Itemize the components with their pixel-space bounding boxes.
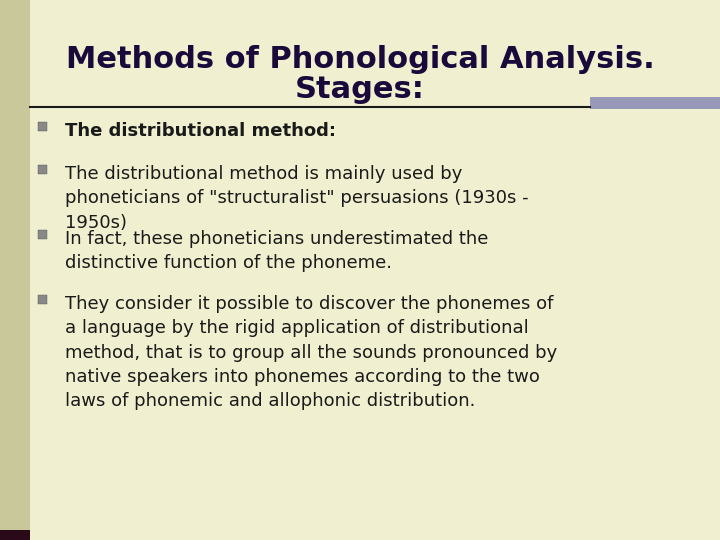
- Bar: [0, 530, 30, 540]
- Bar: [38, 165, 47, 174]
- Bar: [0, 0, 30, 540]
- Bar: [38, 230, 47, 239]
- Bar: [38, 122, 47, 131]
- Bar: [590, 97, 720, 109]
- Text: In fact, these phoneticians underestimated the
distinctive function of the phone: In fact, these phoneticians underestimat…: [65, 230, 488, 272]
- Text: They consider it possible to discover the phonemes of
a language by the rigid ap: They consider it possible to discover th…: [65, 295, 557, 410]
- Text: The distributional method is mainly used by
phoneticians of "structuralist" pers: The distributional method is mainly used…: [65, 165, 528, 232]
- Text: Methods of Phonological Analysis.: Methods of Phonological Analysis.: [66, 45, 654, 74]
- Bar: [38, 295, 47, 304]
- Text: The distributional method:: The distributional method:: [65, 122, 336, 140]
- Text: Stages:: Stages:: [295, 75, 425, 104]
